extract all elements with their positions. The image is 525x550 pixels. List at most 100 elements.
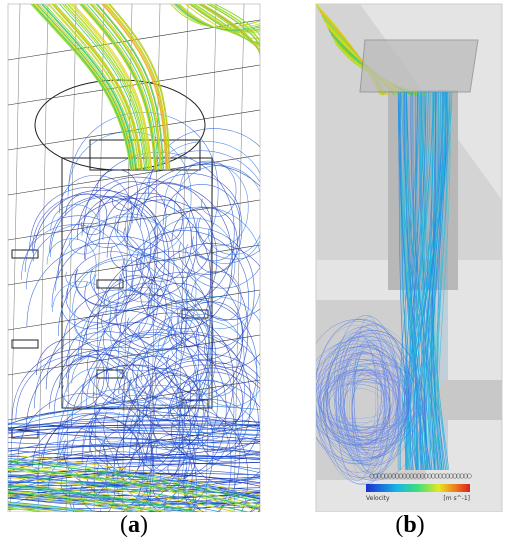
streamline bbox=[316, 378, 395, 419]
caption-label: a bbox=[128, 512, 140, 538]
streamline bbox=[189, 4, 260, 44]
outlet-ring bbox=[452, 473, 458, 479]
streamline bbox=[89, 4, 161, 171]
outlet-ring bbox=[369, 473, 375, 479]
streamline bbox=[135, 331, 245, 440]
streamline bbox=[8, 501, 102, 512]
streamline bbox=[170, 4, 260, 28]
velocity-legend-bar bbox=[366, 484, 470, 492]
streamline bbox=[8, 424, 260, 428]
streamline bbox=[8, 436, 260, 447]
streamline bbox=[8, 505, 73, 512]
outlet-ring bbox=[383, 473, 389, 479]
streamline bbox=[8, 508, 49, 512]
streamline bbox=[146, 283, 211, 347]
outlet-ring bbox=[398, 473, 404, 479]
outlet-ring bbox=[434, 473, 440, 479]
streamline bbox=[59, 4, 146, 171]
streamline bbox=[8, 484, 260, 491]
outlet-ring bbox=[419, 473, 425, 479]
streamline bbox=[8, 442, 260, 456]
streamline bbox=[50, 196, 166, 311]
streamline bbox=[338, 323, 409, 475]
wireframe-line bbox=[233, 4, 245, 512]
streamline bbox=[62, 4, 147, 171]
outlet-ring bbox=[391, 473, 397, 479]
streamline bbox=[404, 91, 427, 471]
streamline bbox=[420, 91, 436, 471]
streamline bbox=[419, 91, 448, 471]
streamline bbox=[8, 482, 210, 512]
streamline bbox=[405, 91, 437, 471]
streamline bbox=[164, 162, 249, 246]
streamline bbox=[122, 368, 204, 449]
streamline bbox=[83, 4, 158, 171]
streamline bbox=[8, 454, 260, 496]
streamline bbox=[399, 91, 423, 471]
legend-unit: [m s^-1] bbox=[443, 495, 470, 502]
streamline bbox=[44, 4, 138, 171]
streamline bbox=[8, 423, 260, 434]
streamline bbox=[316, 339, 413, 451]
streamline bbox=[32, 4, 132, 171]
streamline bbox=[323, 333, 425, 481]
figure-panels: Velocity [m s^-1] bbox=[7, 3, 503, 512]
streamline bbox=[8, 502, 98, 512]
streamline bbox=[400, 91, 417, 471]
streamline bbox=[8, 442, 260, 465]
streamline bbox=[8, 506, 67, 512]
streamline bbox=[162, 184, 241, 262]
streamline bbox=[8, 441, 260, 459]
streamline bbox=[154, 316, 200, 361]
streamline bbox=[8, 459, 260, 501]
streamline bbox=[8, 485, 196, 512]
streamline bbox=[8, 474, 250, 512]
streamline bbox=[82, 395, 191, 503]
streamline bbox=[70, 4, 151, 171]
streamline bbox=[66, 355, 109, 398]
streamline bbox=[73, 4, 153, 171]
duct-box bbox=[430, 380, 502, 420]
streamline bbox=[326, 344, 408, 458]
streamline bbox=[8, 507, 55, 512]
streamline bbox=[146, 398, 260, 512]
wireframe-line bbox=[8, 244, 260, 286]
wireframe-line bbox=[205, 4, 217, 512]
outlet-ring bbox=[405, 473, 411, 479]
streamline bbox=[8, 495, 143, 512]
streamline bbox=[410, 91, 440, 471]
streamline bbox=[71, 353, 129, 411]
streamline bbox=[40, 4, 137, 171]
outlet-ring bbox=[380, 473, 386, 479]
streamline bbox=[91, 4, 162, 171]
streamline bbox=[95, 4, 164, 171]
wireframe-line bbox=[37, 4, 49, 512]
streamline bbox=[8, 503, 86, 512]
streamline bbox=[8, 423, 260, 435]
streamline bbox=[8, 404, 260, 425]
streamline bbox=[343, 331, 400, 465]
outlet-ring bbox=[430, 473, 436, 479]
streamline bbox=[8, 493, 152, 512]
streamline bbox=[181, 367, 243, 429]
streamline bbox=[8, 469, 260, 511]
wireframe-line bbox=[8, 424, 260, 466]
streamline bbox=[67, 4, 150, 171]
streamline bbox=[8, 461, 260, 502]
outlet-ring bbox=[376, 473, 382, 479]
streamline bbox=[129, 380, 260, 512]
streamline bbox=[36, 401, 197, 512]
streamline bbox=[343, 379, 391, 434]
streamline bbox=[8, 467, 260, 509]
streamline bbox=[8, 474, 260, 484]
streamline bbox=[8, 450, 260, 474]
outlet-ring bbox=[394, 473, 400, 479]
streamline bbox=[8, 487, 189, 512]
streamline bbox=[58, 174, 133, 248]
streamline bbox=[31, 193, 145, 306]
streamline bbox=[80, 4, 156, 171]
streamline bbox=[113, 405, 249, 512]
streamline bbox=[316, 346, 407, 441]
streamline bbox=[8, 455, 260, 473]
